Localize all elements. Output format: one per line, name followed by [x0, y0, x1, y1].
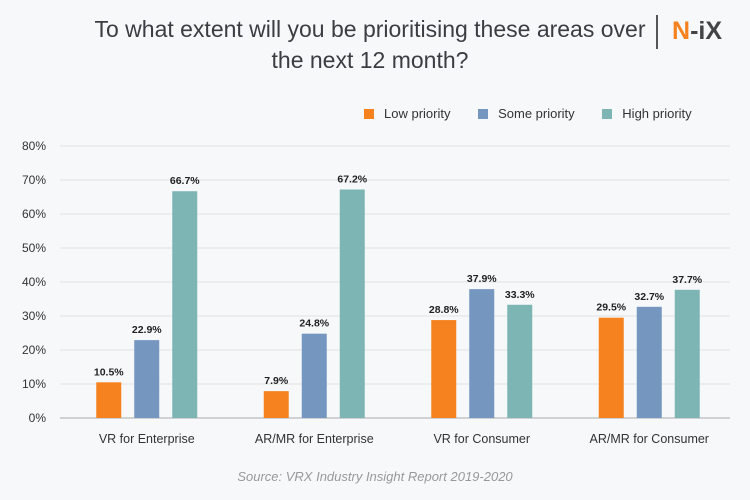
bar [469, 289, 495, 418]
bar [301, 333, 327, 418]
legend-label: Some priority [498, 106, 575, 121]
data-label: 67.2% [337, 174, 367, 186]
y-tick-label: 60% [22, 207, 46, 221]
data-label: 66.7% [170, 175, 200, 187]
legend: Low priority Some priority High priority [364, 106, 692, 121]
y-tick-label: 30% [22, 309, 46, 323]
legend-label: Low priority [384, 106, 451, 121]
legend-label: High priority [622, 106, 692, 121]
bar [674, 289, 700, 418]
data-label: 37.9% [467, 273, 497, 285]
bar [598, 317, 624, 418]
logo-divider [656, 15, 658, 49]
chart-title: To what extent will you be prioritising … [94, 16, 646, 73]
data-label: 28.8% [429, 304, 459, 316]
x-tick-label: VR for Consumer [433, 432, 530, 446]
data-label: 33.3% [505, 289, 535, 301]
legend-item-high: High priority [602, 106, 692, 121]
y-tick-label: 10% [22, 377, 46, 391]
y-tick-label: 80% [22, 139, 46, 153]
bar [134, 340, 160, 418]
legend-swatch-high [602, 109, 613, 119]
data-label: 22.9% [132, 324, 162, 336]
data-label: 37.7% [672, 274, 702, 286]
y-tick-label: 40% [22, 275, 46, 289]
data-label: 24.8% [299, 318, 329, 330]
x-tick-label: VR for Enterprise [99, 432, 195, 446]
legend-swatch-some [478, 109, 489, 119]
data-label: 7.9% [264, 375, 289, 387]
x-tick-label: AR/MR for Consumer [590, 432, 709, 446]
legend-swatch-low [364, 109, 374, 119]
y-tick-label: 50% [22, 241, 46, 255]
n-ix-logo: N-iX [672, 17, 723, 45]
y-tick-label: 70% [22, 173, 46, 187]
y-tick-label: 20% [22, 343, 46, 357]
bar [636, 306, 662, 418]
data-label: 29.5% [596, 302, 626, 314]
legend-item-low: Low priority [364, 106, 450, 121]
source-note: Source: VRX Industry Insight Report 2019… [237, 469, 513, 484]
bar [431, 320, 457, 418]
bar [96, 382, 122, 418]
bar [507, 304, 533, 418]
x-tick-label: AR/MR for Enterprise [255, 432, 374, 446]
data-label: 10.5% [94, 366, 124, 378]
bar [172, 191, 198, 418]
legend-item-some: Some priority [478, 106, 575, 121]
data-label: 32.7% [634, 291, 664, 303]
y-tick-label: 0% [29, 411, 47, 425]
bar [339, 189, 365, 418]
bar [263, 391, 289, 418]
